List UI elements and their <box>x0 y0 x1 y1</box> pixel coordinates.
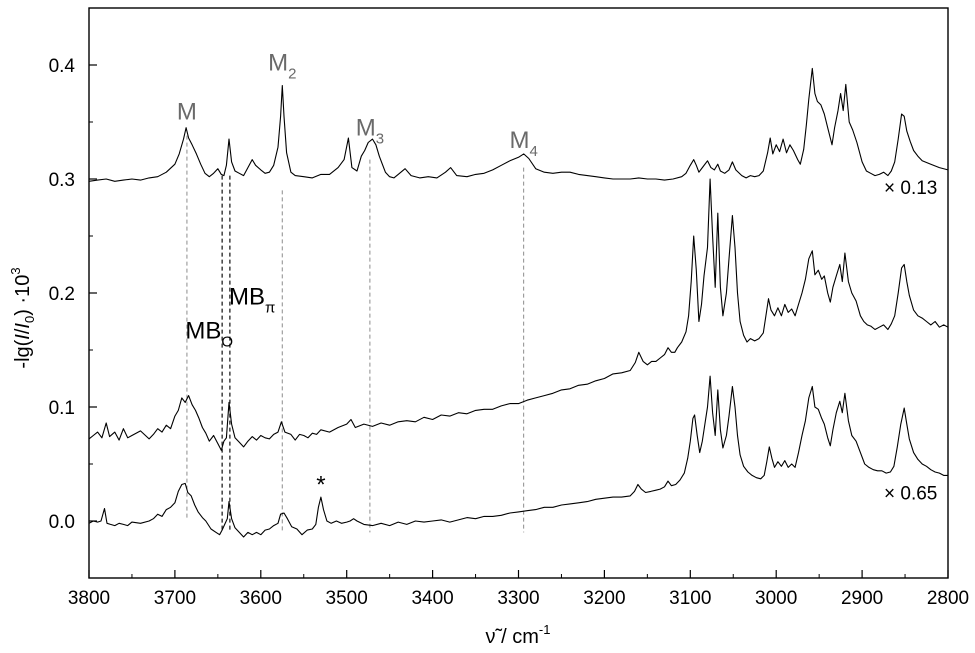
y-tick-label: 0.1 <box>49 398 75 419</box>
annotation-mbpi: MBπ <box>229 283 275 316</box>
reference-lines-layer <box>186 135 525 533</box>
x-tick-label: 3600 <box>240 588 282 609</box>
x-tick-label: 3400 <box>411 588 453 609</box>
plot-frame <box>88 7 949 579</box>
x-tick-label: 3700 <box>154 588 196 609</box>
annotation-m: M <box>177 99 197 126</box>
y-tick-label: 0.2 <box>49 284 75 305</box>
spectrum-line-2 <box>88 178 949 451</box>
annotation-m4: M4 <box>509 127 537 160</box>
x-tick-label: 2800 <box>927 588 969 609</box>
x-tick-label: 3500 <box>326 588 368 609</box>
x-axis-title: ν̃ / cm-1 <box>486 622 551 648</box>
series-layer <box>88 67 949 538</box>
x-axis: 3800 3700 3600 3500 3400 3300 3200 3100 3000 2900… <box>68 570 969 609</box>
annotation-m2: M2 <box>268 50 296 83</box>
x-tick-label: 3300 <box>497 588 539 609</box>
x-tick-label: 3800 <box>68 588 110 609</box>
annotation-star: * <box>316 472 325 499</box>
spectrum-line-3 <box>88 375 948 538</box>
scale-factor-label: × 0.65 <box>884 483 937 504</box>
x-tick-label: 3100 <box>669 588 711 609</box>
scale-labels-layer: × 0.13 × 0.65 <box>884 178 937 505</box>
y-axis: 0.0 0.1 0.2 0.3 0.4 <box>49 7 97 579</box>
y-tick-label: 0.4 <box>49 56 76 77</box>
x-tick-label: 3000 <box>755 588 797 609</box>
x-tick-label: 3200 <box>583 588 625 609</box>
annotation-m3: M3 <box>356 115 384 148</box>
annotation-mbo: MBO <box>185 318 233 351</box>
scale-factor-label: × 0.13 <box>884 178 937 199</box>
y-tick-label: 0.0 <box>49 512 75 533</box>
x-tick-label: 2900 <box>841 588 883 609</box>
y-tick-label: 0.3 <box>49 170 75 191</box>
spectrum-line-1 <box>88 67 949 182</box>
y-axis-title: -lg(I/I0) ·103 <box>8 267 37 368</box>
y-axis-title-group: -lg(I/I0) ·103 <box>8 267 37 368</box>
